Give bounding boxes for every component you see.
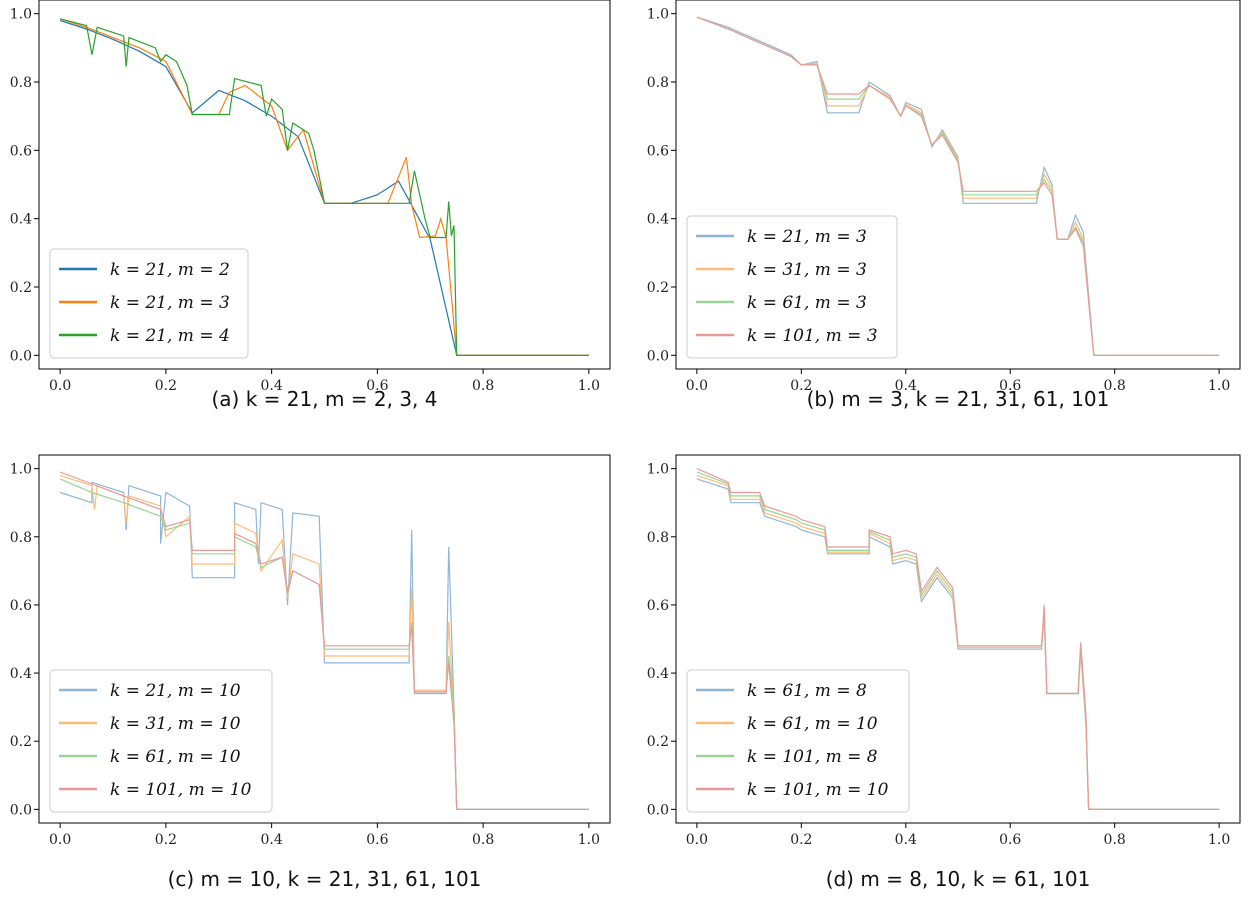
y-tick-label: 0.4 [10,212,32,228]
x-tick-label: 1.0 [1208,378,1230,394]
panel-caption: (a) k = 21, m = 2, 3, 4 [212,387,438,411]
x-tick-label: 1.0 [578,378,600,394]
legend: k = 21, m = 3 k = 31, m = 3 k = 61, m = 3 k… [686,215,898,359]
legend: k = 61, m = 8 k = 61, m = 10 k = 101, m = … [686,669,910,813]
legend: k = 21, m = 2 k = 21, m = 3 k = 21, m = 4 [49,248,249,359]
legend-label: k = 61, m = 3 [747,293,867,313]
y-tick-label: 1.0 [647,462,669,478]
axes-frame [38,454,611,824]
x-tick-label: 0.2 [155,832,177,848]
x-tick-label: 0.8 [472,832,494,848]
x-tick-label: 1.0 [578,832,600,848]
series-line-3 [59,18,589,356]
legend-label: k = 101, m = 3 [747,326,878,346]
y-tick-label: 0.4 [10,666,32,682]
series-line-4 [696,468,1220,810]
y-tick-label: 0.8 [647,75,669,91]
x-tick-label: 0.0 [686,378,708,394]
y-tick-label: 0.8 [10,75,32,91]
panel-caption: (b) m = 3, k = 21, 31, 61, 101 [807,387,1110,411]
y-tick-label: 0.0 [10,802,32,818]
panel-caption: (c) m = 10, k = 21, 31, 61, 101 [168,867,482,891]
axes-frame [38,0,611,370]
x-tick-label: 0.8 [1104,832,1126,848]
legend-label: k = 61, m = 8 [747,681,867,701]
y-tick-label: 0.8 [10,530,32,546]
legend-label: k = 31, m = 3 [747,260,867,280]
x-tick-label: 0.4 [895,378,917,394]
legend-label: k = 101, m = 10 [110,780,252,800]
x-tick-label: 0.4 [895,832,917,848]
series-line-2 [59,18,589,356]
legend-label: k = 21, m = 4 [110,326,230,346]
y-tick-label: 1.0 [10,462,32,478]
chart-panel-1: 0.0 0.2 0.4 0.6 0.8 1.0 0.0 0.2 0.4 0.6 0.8 1.0 k = … [10,0,611,411]
x-tick-label: 1.0 [1208,832,1230,848]
x-tick-label: 0.2 [790,378,812,394]
x-tick-label: 0.0 [49,378,71,394]
series-line-4 [696,16,1220,356]
legend-label: k = 61, m = 10 [747,714,878,734]
axes-frame [675,454,1241,824]
chart-panel-4: 0.0 0.2 0.4 0.6 0.8 1.0 0.0 0.2 0.4 0.6 0.8 1.0 k = … [647,454,1241,891]
legend-label: k = 101, m = 8 [747,747,878,767]
x-tick-label: 0.6 [999,832,1021,848]
y-tick-label: 0.6 [647,143,669,159]
y-tick-label: 1.0 [647,7,669,23]
x-tick-label: 0.0 [49,832,71,848]
legend-label: k = 21, m = 10 [110,681,241,701]
panel-caption: (d) m = 8, 10, k = 61, 101 [826,867,1091,891]
legend-label: k = 31, m = 10 [110,714,241,734]
chart-panel-3: 0.0 0.2 0.4 0.6 0.8 1.0 0.0 0.2 0.4 0.6 0.8 1.0 k = … [10,454,611,891]
y-tick-label: 0.4 [647,212,669,228]
y-tick-label: 1.0 [10,7,32,23]
axes-frame [675,0,1241,370]
legend-label: k = 61, m = 10 [110,747,241,767]
legend-label: k = 21, m = 3 [747,227,867,247]
y-tick-label: 0.2 [647,734,669,750]
x-tick-label: 0.2 [790,832,812,848]
legend: k = 21, m = 10 k = 31, m = 10 k = 61, m = … [49,669,273,813]
y-tick-label: 0.6 [10,143,32,159]
x-tick-label: 0.0 [686,832,708,848]
legend-label: k = 21, m = 2 [110,260,230,280]
y-tick-label: 0.0 [10,348,32,364]
y-tick-label: 0.4 [647,666,669,682]
legend-label: k = 101, m = 10 [747,780,889,800]
legend-label: k = 21, m = 3 [110,293,230,313]
x-tick-label: 0.8 [472,378,494,394]
x-tick-label: 0.6 [366,832,388,848]
x-tick-label: 0.2 [155,378,177,394]
x-tick-label: 0.6 [366,378,388,394]
x-tick-label: 0.8 [1104,378,1126,394]
y-tick-label: 0.6 [647,598,669,614]
y-tick-label: 0.8 [647,530,669,546]
y-tick-label: 0.0 [647,802,669,818]
y-tick-label: 0.2 [647,280,669,296]
x-tick-label: 0.4 [260,378,282,394]
y-tick-label: 0.6 [10,598,32,614]
y-tick-label: 0.0 [647,348,669,364]
y-tick-label: 0.2 [10,734,32,750]
x-tick-label: 0.6 [999,378,1021,394]
y-tick-label: 0.2 [10,280,32,296]
series-line-4 [59,471,589,810]
chart-panel-2: 0.0 0.2 0.4 0.6 0.8 1.0 0.0 0.2 0.4 0.6 0.8 1.0 k = … [647,0,1241,411]
x-tick-label: 0.4 [260,832,282,848]
